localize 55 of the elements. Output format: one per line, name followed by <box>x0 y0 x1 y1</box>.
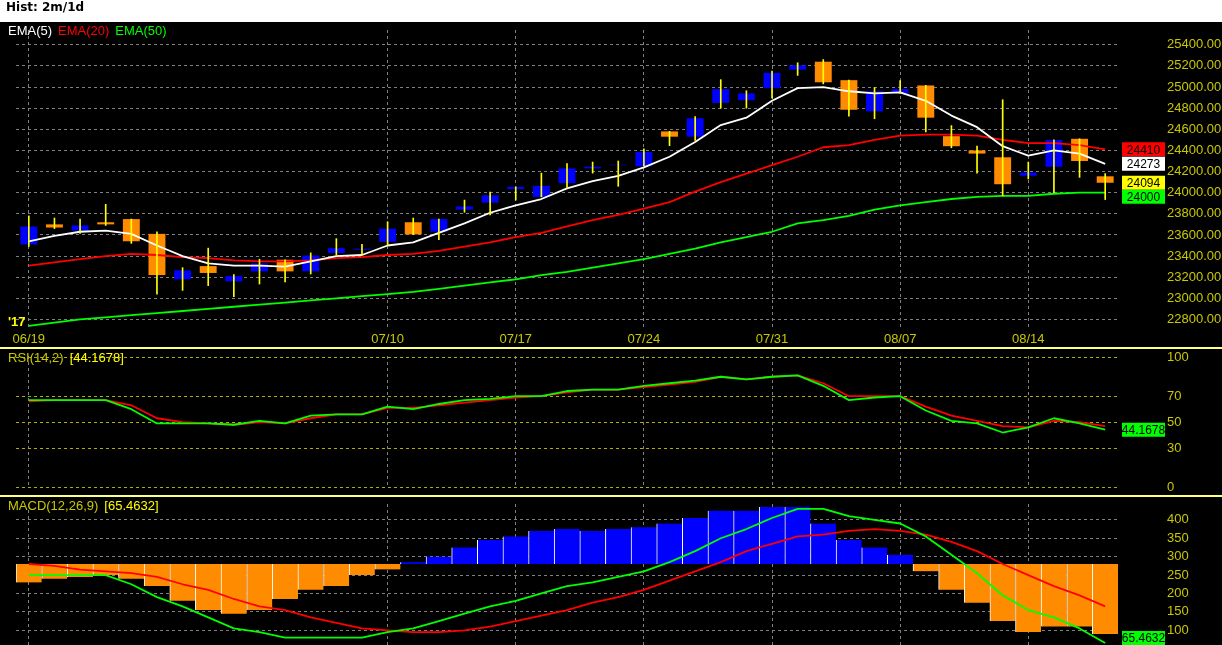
chart-title: MACD(12,26,9) <box>8 498 99 514</box>
y-tick-label: 70 <box>1167 387 1182 403</box>
candlestick <box>712 79 730 109</box>
chart-title: RSI(14,2) <box>8 350 64 366</box>
y-tick-label: 400 <box>1167 511 1189 527</box>
y-tick-label: 350 <box>1167 529 1189 545</box>
x-tick-label: 07/31 <box>755 331 789 347</box>
x-tick-label: 07/10 <box>371 331 404 347</box>
y-tick-label: 30 <box>1167 439 1182 455</box>
x-tick-label: 08/07 <box>883 331 917 347</box>
x-tick-label: 08/14 <box>1012 331 1045 347</box>
annotation: [65.4632] <box>104 498 159 514</box>
y-tick-label: 23000.00 <box>1167 289 1222 305</box>
data-label: 44.1678 <box>1121 423 1166 438</box>
y-tick-label: 24400.00 <box>1167 142 1222 157</box>
data-label: 24000 <box>1126 190 1161 205</box>
candlestick <box>199 247 217 286</box>
x-tick-label: 07/17 <box>499 331 533 347</box>
data-label: 24410 <box>1126 142 1161 157</box>
y-tick-label: 25400.00 <box>1167 36 1222 52</box>
y-tick-label: 23200.00 <box>1167 268 1222 284</box>
y-tick-label: 200 <box>1167 585 1189 601</box>
y-tick-label: 250 <box>1167 566 1189 582</box>
y-tick-label: 50 <box>1167 413 1182 429</box>
candlestick <box>1096 173 1114 200</box>
text: EMA(50) <box>115 23 167 39</box>
y-tick-label: 23400.00 <box>1167 247 1222 263</box>
candlestick <box>71 218 89 234</box>
y-tick-label: 22800.00 <box>1167 311 1222 327</box>
text: EMA(5) <box>8 23 53 39</box>
y-tick-label: 23600.00 <box>1167 226 1222 242</box>
y-tick-label: 0 <box>1167 478 1175 494</box>
data-label: 24273 <box>1126 157 1161 172</box>
y-tick-label: 25000.00 <box>1167 78 1222 94</box>
y-tick-label: 24800.00 <box>1167 99 1222 115</box>
y-tick-label: 150 <box>1167 603 1189 619</box>
y-tick-label: 24200.00 <box>1167 163 1222 179</box>
x-tick-label: 07/24 <box>627 331 661 347</box>
y-tick-label: 25200.00 <box>1167 57 1222 73</box>
y-tick-label: 23800.00 <box>1167 205 1222 221</box>
annotation: [44.1678] <box>69 350 124 366</box>
text: EMA(20) <box>58 23 110 39</box>
candlestick <box>686 116 704 141</box>
candlestick <box>481 191 499 216</box>
candlestick <box>968 145 986 174</box>
x-tick-label: 06/19 <box>12 331 46 347</box>
y-tick-label: 100 <box>1167 348 1189 364</box>
chart-title: Hist: 2m/1d <box>5 0 86 16</box>
y-tick-label: 24000.00 <box>1167 184 1222 200</box>
y-tick-label: 24600.00 <box>1167 120 1222 136</box>
text: 24094 <box>1126 176 1161 191</box>
y-tick-label: 300 <box>1167 548 1189 564</box>
y-tick-label: 100 <box>1167 621 1189 637</box>
annotation: '17 <box>8 314 26 330</box>
data-label: 65.4632 <box>1121 631 1166 645</box>
